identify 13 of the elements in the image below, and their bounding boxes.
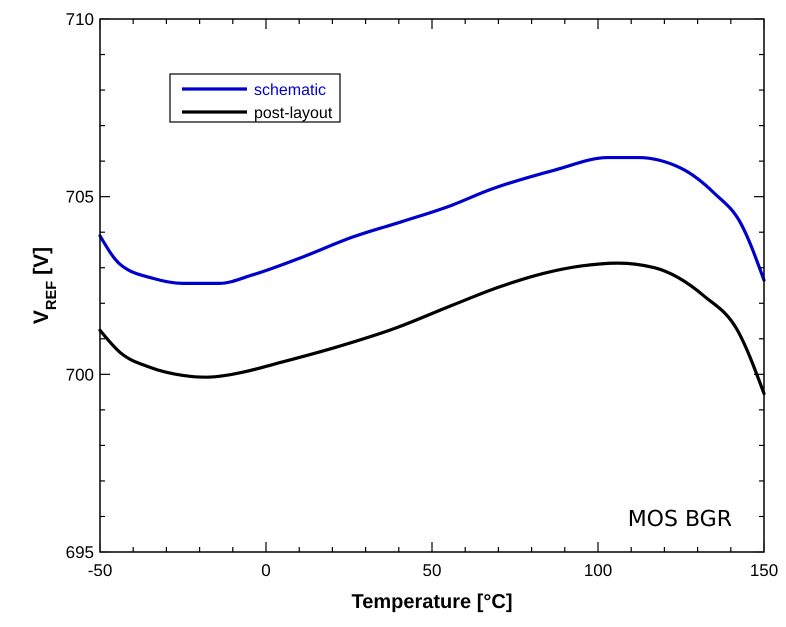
y-tick-label: 700 (66, 365, 94, 384)
x-tick-label: 100 (584, 561, 612, 580)
x-tick-label: -50 (88, 561, 112, 580)
y-tick-label: 705 (66, 188, 94, 207)
annotation: MOS BGR (628, 507, 732, 532)
y-tick-label: 710 (66, 10, 94, 29)
legend-label: post-layout (254, 105, 333, 122)
x-tick-label: 0 (261, 561, 271, 580)
x-axis-title: Temperature [°C] (352, 591, 512, 613)
y-tick-label: 695 (66, 543, 94, 562)
legend-label: schematic (254, 82, 326, 99)
x-tick-label: 150 (750, 561, 778, 580)
x-tick-label: 50 (422, 561, 442, 580)
